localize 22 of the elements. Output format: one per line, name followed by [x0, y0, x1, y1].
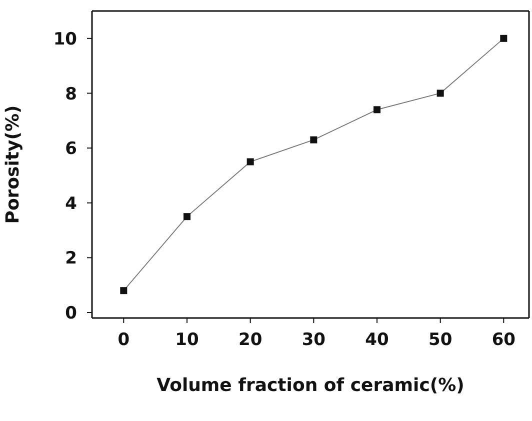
y-tick-label: 10	[53, 29, 78, 50]
x-axis-title: Volume fraction of ceramic(%)	[156, 375, 464, 396]
point	[374, 106, 380, 114]
point	[500, 34, 508, 42]
x-tick-label: 40	[365, 330, 389, 350]
y-axis-title: Porosity(%)	[2, 105, 24, 224]
point	[120, 287, 128, 294]
x-tick-label: 0	[118, 330, 130, 350]
x-tick-label: 20	[238, 330, 262, 350]
y-tick-label: 0	[65, 304, 78, 324]
y-tick-label: 6	[65, 139, 77, 160]
x-tick-label: 50	[428, 330, 452, 350]
point	[436, 90, 444, 97]
point	[246, 158, 254, 166]
x-tick-label: 30	[302, 330, 326, 350]
point	[184, 213, 190, 220]
x-tick-label: 60	[492, 330, 516, 350]
y-tick-label: 8	[65, 84, 77, 104]
y-tick-label: 4	[65, 194, 78, 214]
y-tick-label: 2	[65, 248, 77, 269]
point	[310, 136, 318, 144]
x-tick-label: 10	[175, 330, 199, 350]
